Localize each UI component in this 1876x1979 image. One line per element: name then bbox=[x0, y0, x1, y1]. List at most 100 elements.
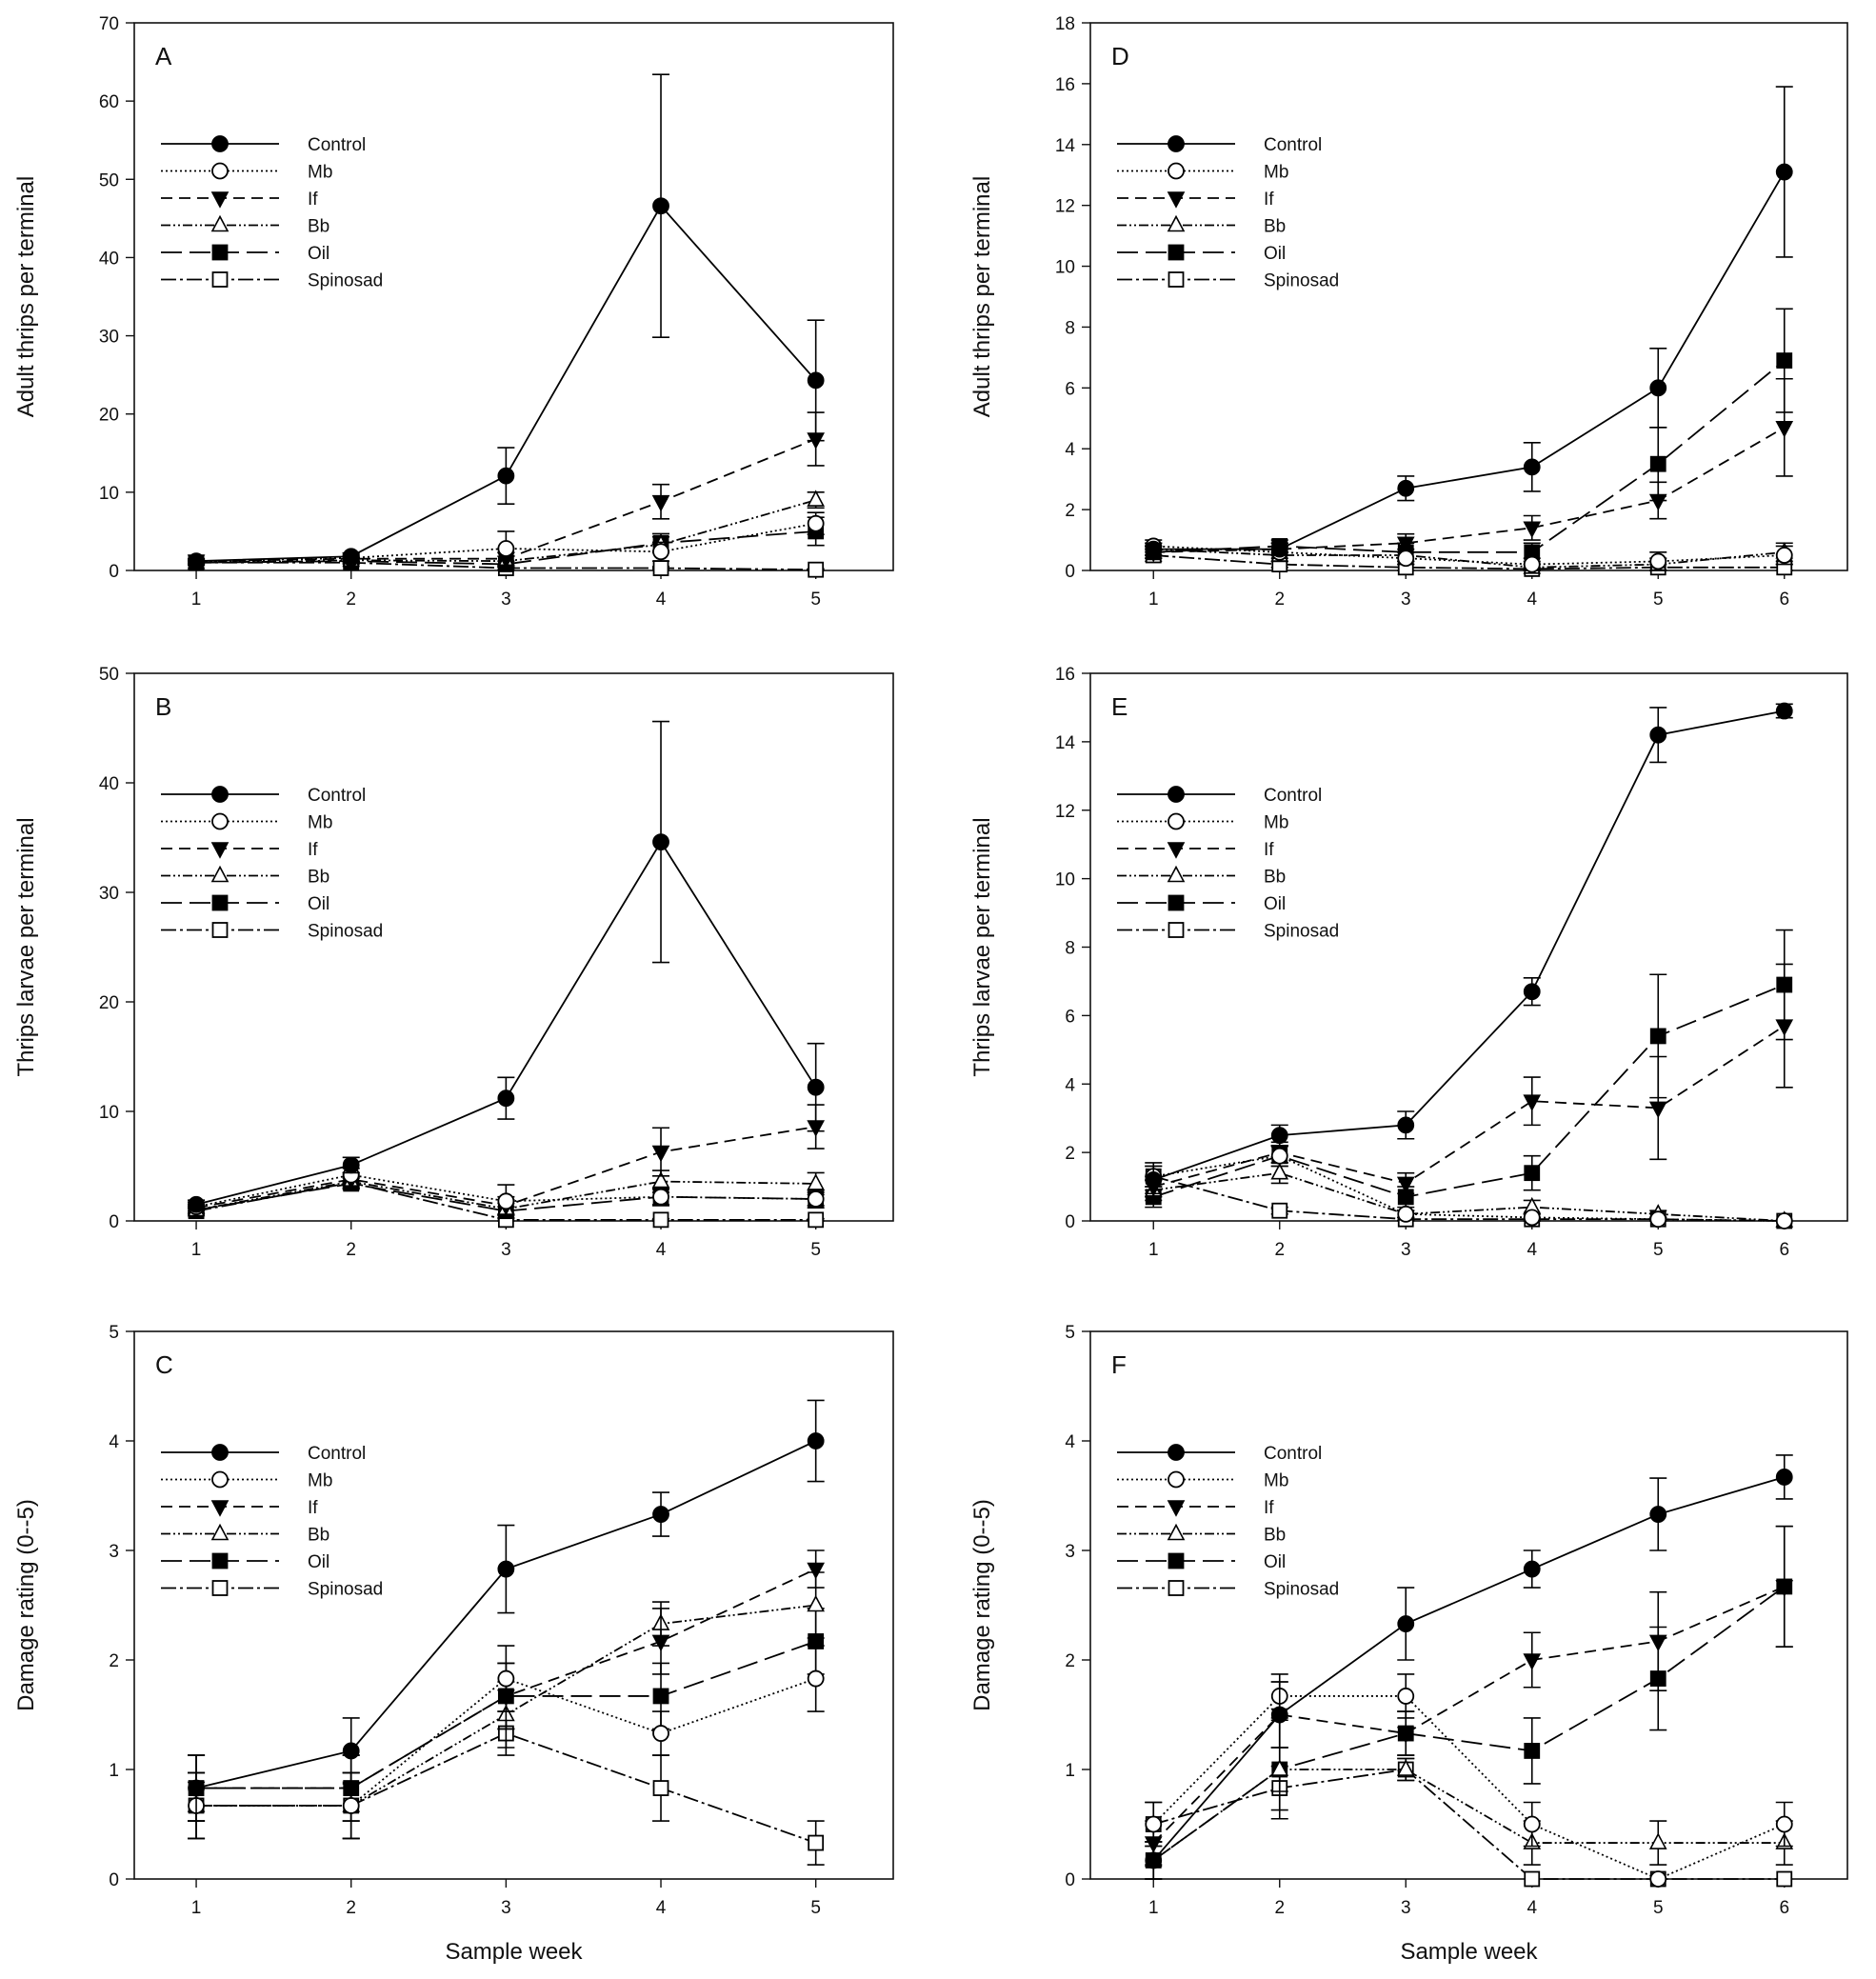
panel-label: D bbox=[1111, 42, 1129, 70]
legend-marker bbox=[210, 865, 230, 883]
legend-label-mb: Mb bbox=[1264, 813, 1288, 833]
data-point bbox=[1523, 1815, 1541, 1833]
y-axis-label: Adult thrips per terminal bbox=[969, 176, 995, 417]
data-point bbox=[1648, 1101, 1667, 1119]
legend: Control Mb If Bb Oil Spinosad bbox=[161, 135, 383, 291]
legend: Control Mb If Bb Oil Spinosad bbox=[161, 1444, 383, 1600]
series-line bbox=[1152, 1586, 1786, 1862]
legend-label-control: Control bbox=[308, 135, 366, 155]
legend-label-spinosad: Spinosad bbox=[308, 271, 383, 291]
data-point bbox=[808, 1834, 825, 1851]
series-line bbox=[1152, 1695, 1786, 1880]
legend-label-mb: Mb bbox=[308, 163, 332, 183]
y-tick-label: 3 bbox=[1065, 1542, 1075, 1562]
legend-label-spinosad: Spinosad bbox=[1264, 922, 1339, 942]
y-tick-label: 0 bbox=[1065, 562, 1075, 582]
series-line bbox=[1152, 1476, 1786, 1862]
data-point bbox=[188, 552, 205, 570]
x-tick-label: 4 bbox=[1527, 590, 1537, 610]
data-point bbox=[1649, 726, 1667, 744]
data-point bbox=[1523, 521, 1542, 538]
panel-label: A bbox=[155, 42, 172, 70]
series-if bbox=[1144, 1525, 1794, 1866]
legend-label-oil: Oil bbox=[308, 1552, 329, 1572]
legend-label-if: If bbox=[308, 840, 318, 860]
x-tick-label: 5 bbox=[810, 590, 821, 610]
series-spinosad bbox=[1145, 1757, 1793, 1888]
x-tick-label: 3 bbox=[1401, 1240, 1411, 1260]
data-point bbox=[1271, 1202, 1288, 1219]
x-tick-label: 3 bbox=[501, 1898, 511, 1918]
series-if bbox=[1144, 963, 1794, 1198]
legend-label-spinosad: Spinosad bbox=[308, 1580, 383, 1600]
data-point bbox=[1524, 1743, 1541, 1759]
x-tick-label: 1 bbox=[1148, 1240, 1159, 1260]
series-line bbox=[196, 1732, 816, 1844]
series-line bbox=[1153, 545, 1785, 566]
series-oil bbox=[1145, 929, 1793, 1209]
y-tick-label: 70 bbox=[99, 14, 119, 34]
legend: Control Mb If Bb Oil Spinosad bbox=[1117, 1444, 1339, 1600]
series-control bbox=[1145, 702, 1793, 1195]
y-tick-label: 6 bbox=[1065, 379, 1075, 399]
y-tick-label: 20 bbox=[99, 406, 119, 426]
data-point bbox=[652, 543, 669, 561]
x-tick-label: 1 bbox=[1148, 590, 1159, 610]
panel-label: F bbox=[1111, 1350, 1127, 1379]
data-point bbox=[807, 371, 825, 390]
data-point bbox=[1270, 1147, 1288, 1165]
series-oil bbox=[1145, 308, 1793, 563]
legend-marker bbox=[1168, 922, 1185, 938]
data-point bbox=[1775, 702, 1793, 720]
legend-marker bbox=[210, 842, 230, 859]
series-control bbox=[188, 1399, 825, 1822]
x-tick-label: 2 bbox=[1274, 590, 1285, 610]
y-tick-label: 50 bbox=[99, 170, 119, 190]
series-line bbox=[196, 530, 816, 566]
legend-label-spinosad: Spinosad bbox=[1264, 1580, 1339, 1600]
x-tick-label: 2 bbox=[346, 1898, 356, 1918]
data-point bbox=[342, 1797, 360, 1814]
x-tick-label: 3 bbox=[1401, 590, 1411, 610]
y-tick-label: 60 bbox=[99, 92, 119, 112]
data-point bbox=[1524, 1870, 1541, 1888]
legend-label-oil: Oil bbox=[1264, 244, 1286, 264]
y-tick-label: 0 bbox=[1065, 1212, 1075, 1232]
series-bb bbox=[1144, 1162, 1794, 1228]
y-tick-label: 0 bbox=[109, 562, 119, 582]
data-point bbox=[1270, 540, 1288, 558]
y-tick-label: 2 bbox=[109, 1651, 119, 1671]
y-tick-label: 10 bbox=[1055, 258, 1075, 278]
data-point bbox=[1649, 552, 1667, 570]
data-point bbox=[1523, 1209, 1541, 1227]
data-point bbox=[1145, 1170, 1163, 1189]
y-tick-label: 12 bbox=[1055, 802, 1075, 822]
legend-marker bbox=[211, 244, 229, 261]
x-tick-label: 5 bbox=[1653, 1898, 1664, 1918]
legend-marker bbox=[1168, 271, 1185, 288]
plot-frame bbox=[133, 672, 894, 1222]
legend: Control Mb If Bb Oil Spinosad bbox=[161, 786, 383, 942]
series-spinosad bbox=[1145, 1165, 1793, 1229]
legend-label-oil: Oil bbox=[308, 894, 329, 914]
data-point bbox=[652, 1780, 669, 1796]
legend-marker bbox=[211, 271, 229, 288]
y-tick-label: 10 bbox=[99, 484, 119, 504]
data-point bbox=[1396, 536, 1415, 553]
y-axis-label: Damage rating (0--5) bbox=[13, 1499, 39, 1711]
legend-marker bbox=[1168, 812, 1185, 830]
data-point bbox=[1270, 1162, 1289, 1180]
y-axis-label: Thrips larvae per terminal bbox=[969, 817, 995, 1076]
legend-marker bbox=[1167, 865, 1186, 883]
legend-marker bbox=[1168, 786, 1185, 803]
legend-label-spinosad: Spinosad bbox=[1264, 271, 1339, 291]
legend-label-mb: Mb bbox=[1264, 1471, 1288, 1491]
y-tick-label: 14 bbox=[1055, 733, 1076, 753]
x-tick-label: 5 bbox=[1653, 1240, 1664, 1260]
series-line bbox=[1153, 171, 1786, 550]
data-point bbox=[1775, 1019, 1794, 1036]
legend-marker bbox=[210, 1500, 230, 1517]
data-point bbox=[1523, 983, 1541, 1001]
data-point bbox=[1776, 1870, 1793, 1888]
